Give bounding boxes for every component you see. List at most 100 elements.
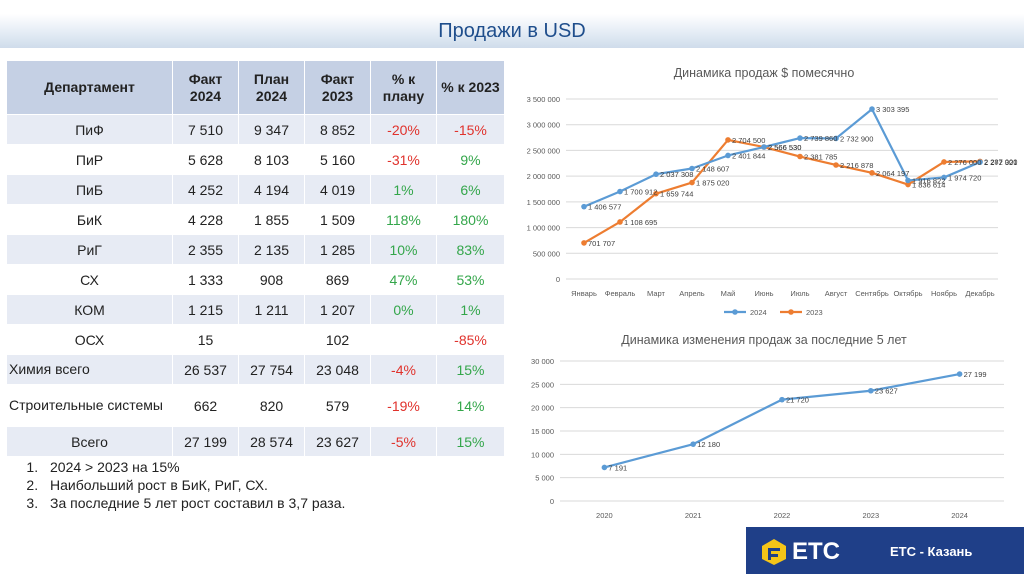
cell-department: ПиФ [6, 114, 173, 145]
cell-percent-plan: -31% [370, 144, 437, 175]
x-tick-label: Ноябрь [931, 289, 957, 298]
note-item: Наибольший рост в БиК, РиГ, СХ. [42, 476, 345, 494]
table-row: Химия всего 26 537 27 754 23 048 -4% 15% [6, 354, 505, 385]
cell-plan-2024: 908 [238, 264, 305, 295]
data-point [581, 240, 587, 246]
x-tick-label: Май [721, 289, 736, 298]
x-tick-label: Март [647, 289, 666, 298]
x-tick-label: 2022 [774, 511, 791, 520]
footer-label: ETC - Казань [890, 544, 973, 559]
series-line-2024 [583, 108, 981, 208]
cell-department: БиК [6, 204, 173, 235]
y-tick-label: 2 000 000 [527, 172, 560, 181]
data-label: 2 272 321 [984, 158, 1017, 167]
cell-percent-plan: 0% [370, 294, 437, 325]
cell-fact-2023: 102 [304, 324, 371, 355]
cell-fact-2024: 5 628 [172, 144, 239, 175]
data-label: 1 836 614 [912, 181, 945, 190]
y-tick-label: 0 [550, 497, 554, 506]
data-label: 2 401 844 [732, 151, 765, 160]
header-fact-2024: Факт 2024 [172, 60, 239, 115]
cell-fact-2023: 869 [304, 264, 371, 295]
cell-department: ПиР [6, 144, 173, 175]
cell-department: Строительные системы [6, 384, 173, 427]
cell-percent-plan: -19% [370, 384, 437, 427]
cell-percent-plan: -5% [370, 426, 437, 457]
cell-percent-2023: 9% [436, 144, 505, 175]
data-label: 1 916 822 [912, 176, 945, 185]
x-tick-label: 2023 [862, 511, 879, 520]
y-tick-label: 5 000 [535, 474, 554, 483]
cell-plan-2024: 9 347 [238, 114, 305, 145]
data-point [690, 441, 696, 447]
y-tick-label: 500 000 [533, 249, 560, 258]
cell-fact-2023: 1 285 [304, 234, 371, 265]
cell-fact-2023: 579 [304, 384, 371, 427]
cell-department: СХ [6, 264, 173, 295]
data-label: 701 707 [588, 239, 615, 248]
x-tick-label: Декабрь [965, 289, 994, 298]
cell-fact-2023: 1 509 [304, 204, 371, 235]
data-label: 2 148 607 [696, 165, 729, 174]
data-point [941, 159, 947, 165]
data-point [617, 188, 623, 195]
x-tick-label: Февраль [605, 289, 636, 298]
data-label: 2 216 878 [840, 161, 873, 170]
cell-fact-2024: 662 [172, 384, 239, 427]
y-tick-label: 1 000 000 [527, 224, 560, 233]
data-label: 2 739 860 [804, 134, 837, 143]
data-point [941, 174, 947, 181]
data-label: 2 566 530 [768, 143, 801, 152]
x-tick-label: Октябрь [893, 289, 922, 298]
chart-title: Динамика продаж $ помесячно [674, 66, 855, 80]
table-row: ПиБ 4 252 4 194 4 019 1% 6% [6, 174, 505, 205]
cell-department: ПиБ [6, 174, 173, 205]
cell-fact-2023: 4 019 [304, 174, 371, 205]
cell-plan-2024: 1 855 [238, 204, 305, 235]
cell-fact-2024: 7 510 [172, 114, 239, 145]
cell-percent-plan: 47% [370, 264, 437, 295]
y-tick-label: 30 000 [531, 357, 554, 366]
table-row: Строительные системы 662 820 579 -19% 14% [6, 384, 505, 427]
table-row: ОСХ 15 102 -85% [6, 324, 505, 355]
data-point [797, 153, 803, 160]
data-point [869, 106, 875, 112]
data-point [869, 170, 875, 176]
table-row: КОМ 1 215 1 211 1 207 0% 1% [6, 294, 505, 325]
data-point [601, 464, 608, 471]
logo-text: ETC [792, 538, 840, 565]
data-point [833, 135, 839, 142]
x-tick-label: 2020 [596, 511, 613, 520]
cell-percent-plan: 1% [370, 174, 437, 205]
cell-plan-2024: 1 211 [238, 294, 305, 325]
cell-plan-2024: 820 [238, 384, 305, 427]
cell-fact-2024: 26 537 [172, 354, 239, 385]
x-tick-label: Август [825, 289, 848, 298]
y-tick-label: 15 000 [531, 427, 554, 436]
legend-marker [732, 309, 738, 315]
cell-percent-2023: 53% [436, 264, 505, 295]
data-point [617, 219, 623, 225]
cell-fact-2023: 1 207 [304, 294, 371, 325]
data-label: 2 037 308 [660, 170, 693, 179]
cell-percent-2023: 1% [436, 294, 505, 325]
cell-percent-2023: 15% [436, 426, 505, 457]
data-point [977, 159, 983, 165]
cell-percent-plan: -4% [370, 354, 437, 385]
data-label: 2 704 500 [732, 136, 765, 145]
yearly-sales-chart: Динамика изменения продаж за последние 5… [531, 333, 1004, 520]
y-tick-label: 0 [556, 275, 560, 284]
cell-department: Химия всего [6, 354, 173, 385]
data-label: 1 659 744 [660, 190, 693, 199]
table-row: ПиФ 7 510 9 347 8 852 -20% -15% [6, 114, 505, 145]
monthly-sales-chart: Динамика продаж $ помесячно 3 500 000 3 0… [527, 66, 1018, 317]
cell-fact-2024: 4 252 [172, 174, 239, 205]
data-label: 23 627 [875, 387, 898, 396]
data-label: 1 108 695 [624, 218, 657, 227]
title-bar [0, 14, 1024, 48]
cell-fact-2023: 8 852 [304, 114, 371, 145]
data-label: 1 875 020 [696, 179, 729, 188]
cell-fact-2023: 23 627 [304, 426, 371, 457]
data-point [689, 179, 695, 186]
data-label: 7 191 [608, 463, 627, 472]
